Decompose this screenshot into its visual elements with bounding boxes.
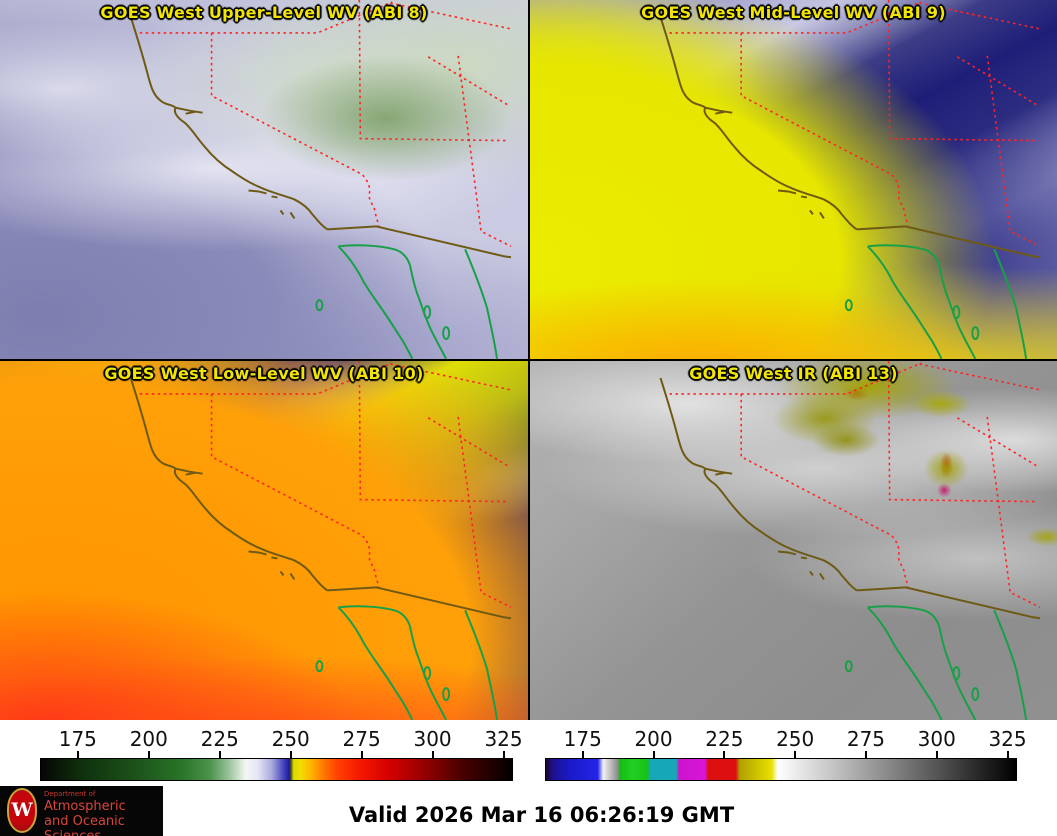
panel-upper-level-wv: GOES West Upper-Level WV (ABI 8): [0, 0, 528, 359]
logo-name-line2: and Oceanic Sciences: [44, 814, 125, 836]
map-overlay: [129, 361, 513, 720]
colorbar-tick-label: 325: [988, 727, 1027, 751]
tick-mark: [502, 751, 505, 758]
map-overlay: [659, 0, 1042, 359]
tick-mark: [935, 751, 938, 758]
tick-mark: [218, 751, 221, 758]
colorbar-tick-label: 200: [634, 727, 673, 751]
panel-title-abi13: GOES West IR (ABI 13): [689, 364, 898, 383]
logo-text: Department of Atmospheric and Oceanic Sc…: [44, 790, 163, 836]
colorbar-tick-label: 275: [846, 727, 886, 751]
panel-title-abi9: GOES West Mid-Level WV (ABI 9): [641, 3, 946, 22]
colorbar-tick-label: 300: [413, 727, 452, 751]
colorbar-tick-label: 275: [342, 727, 381, 751]
panel-low-level-wv: GOES West Low-Level WV (ABI 10): [0, 361, 528, 720]
logo-name-line1: Atmospheric: [44, 799, 126, 814]
colorbar-tick-label: 175: [58, 727, 97, 751]
tick-mark: [581, 751, 584, 758]
footer: W Department of Atmospheric and Oceanic …: [0, 786, 1057, 836]
tick-mark: [652, 751, 655, 758]
colorbar-tick-label: 225: [200, 727, 239, 751]
wv-colorbar-ticks: [40, 751, 513, 758]
panel-title-abi8: GOES West Upper-Level WV (ABI 8): [100, 3, 428, 22]
colorbar-tick-label: 300: [917, 727, 956, 751]
logo-dept-line: Department of: [44, 790, 96, 798]
panel-ir: GOES West IR (ABI 13): [530, 361, 1057, 720]
panel-mid-level-wv: GOES West Mid-Level WV (ABI 9): [530, 0, 1057, 359]
ir-colorbar-gradient: [545, 758, 1017, 781]
map-overlay: [659, 361, 1042, 720]
tick-mark: [360, 751, 363, 758]
colorbar-strip: 175 200 225 250 275 300 325 175 200 225 …: [0, 720, 1057, 786]
wv-colorbar: 175 200 225 250 275 300 325: [40, 720, 523, 786]
map-overlay: [129, 0, 513, 359]
ir-colorbar-labels: 175 200 225 250 275 300 325: [545, 720, 1027, 751]
wv-colorbar-gradient: [40, 758, 513, 781]
uw-aos-logo: W Department of Atmospheric and Oceanic …: [0, 786, 163, 836]
ir-colorbar-ticks: [545, 751, 1017, 758]
tick-mark: [289, 751, 292, 758]
crest-letter: W: [11, 799, 33, 821]
ir-colorbar: 175 200 225 250 275 300 325: [545, 720, 1027, 786]
tick-mark: [1006, 751, 1009, 758]
colorbar-tick-label: 325: [484, 727, 523, 751]
uw-crest-icon: W: [7, 788, 37, 833]
colorbar-tick-label: 250: [271, 727, 310, 751]
valid-timestamp: Valid 2026 Mar 16 06:26:19 GMT: [348, 803, 735, 827]
panel-title-abi10: GOES West Low-Level WV (ABI 10): [104, 364, 424, 383]
colorbar-tick-label: 225: [705, 727, 744, 751]
tick-mark: [147, 751, 150, 758]
tick-mark: [723, 751, 726, 758]
panel-grid: GOES West Upper-Level WV (ABI 8) GOES We…: [0, 0, 1057, 720]
colorbar-tick-label: 250: [776, 727, 815, 751]
tick-mark: [76, 751, 79, 758]
colorbar-tick-label: 200: [129, 727, 168, 751]
colorbar-tick-label: 175: [563, 727, 602, 751]
tick-mark: [794, 751, 797, 758]
wv-colorbar-labels: 175 200 225 250 275 300 325: [40, 720, 523, 751]
tick-mark: [864, 751, 867, 758]
tick-mark: [431, 751, 434, 758]
